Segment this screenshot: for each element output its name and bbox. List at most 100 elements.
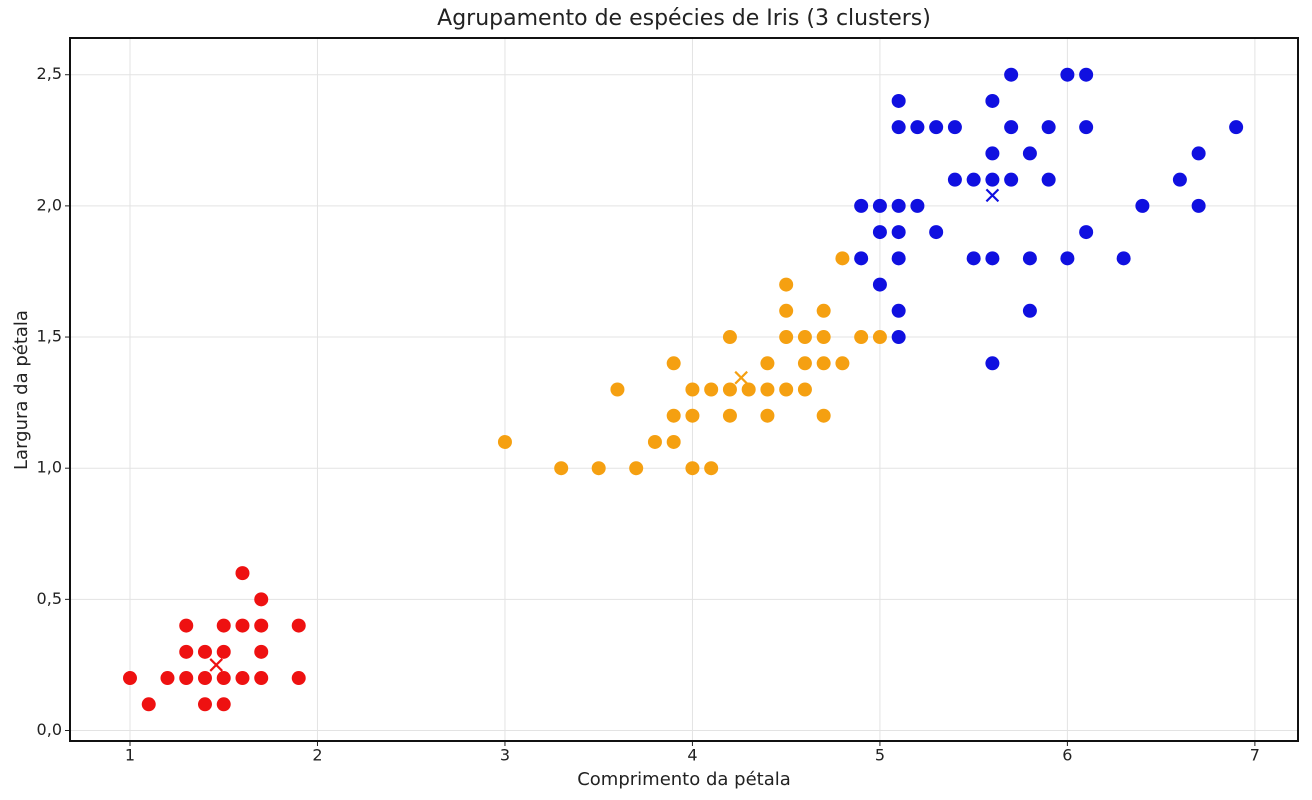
point — [722, 408, 737, 423]
y-tick-label: 2,0 — [37, 195, 62, 214]
point — [1022, 146, 1037, 161]
point — [779, 277, 794, 292]
point — [1041, 172, 1056, 187]
point — [685, 408, 700, 423]
point — [629, 461, 644, 476]
point — [1191, 146, 1206, 161]
point — [947, 172, 962, 187]
point — [741, 382, 756, 397]
y-tick-label: 0,0 — [37, 720, 62, 739]
point — [216, 697, 231, 712]
point — [872, 225, 887, 240]
point — [891, 251, 906, 266]
point — [797, 382, 812, 397]
point — [197, 644, 212, 659]
point — [647, 434, 662, 449]
x-tick-label: 3 — [500, 746, 510, 765]
point — [160, 671, 175, 686]
chart-title: Agrupamento de espécies de Iris (3 clust… — [437, 6, 931, 31]
point — [891, 198, 906, 213]
point — [1022, 303, 1037, 318]
point — [254, 592, 269, 607]
point — [1229, 120, 1244, 135]
point — [854, 251, 869, 266]
point — [891, 303, 906, 318]
point — [235, 618, 250, 633]
point — [910, 120, 925, 135]
point — [797, 356, 812, 371]
point — [666, 434, 681, 449]
point — [1079, 225, 1094, 240]
point — [891, 120, 906, 135]
x-tick-label: 5 — [875, 746, 885, 765]
point — [1004, 172, 1019, 187]
x-tick-label: 7 — [1250, 746, 1260, 765]
point — [779, 303, 794, 318]
point — [816, 330, 831, 345]
point — [872, 277, 887, 292]
y-tick-label: 1,5 — [37, 327, 62, 346]
point — [254, 618, 269, 633]
point — [816, 356, 831, 371]
point — [779, 382, 794, 397]
point — [1060, 251, 1075, 266]
centroid — [985, 188, 1000, 203]
point — [985, 93, 1000, 108]
point — [891, 93, 906, 108]
point — [666, 408, 681, 423]
point — [872, 198, 887, 213]
point — [666, 356, 681, 371]
point — [141, 697, 156, 712]
point — [760, 356, 775, 371]
point — [197, 697, 212, 712]
point — [1172, 172, 1187, 187]
point — [1022, 251, 1037, 266]
point — [947, 120, 962, 135]
point — [797, 330, 812, 345]
point — [835, 251, 850, 266]
point — [816, 303, 831, 318]
point — [254, 671, 269, 686]
point — [291, 618, 306, 633]
point — [722, 330, 737, 345]
point — [685, 461, 700, 476]
point — [254, 644, 269, 659]
point — [1004, 67, 1019, 82]
point — [291, 671, 306, 686]
point — [1079, 67, 1094, 82]
point — [854, 330, 869, 345]
y-axis-label: Largura da pétala — [11, 310, 32, 470]
point — [704, 461, 719, 476]
point — [910, 198, 925, 213]
point — [779, 330, 794, 345]
point — [1116, 251, 1131, 266]
point — [760, 382, 775, 397]
point — [985, 146, 1000, 161]
point — [497, 434, 512, 449]
point — [216, 671, 231, 686]
point — [929, 225, 944, 240]
point — [891, 225, 906, 240]
x-tick-label: 2 — [312, 746, 322, 765]
point — [179, 671, 194, 686]
point — [835, 356, 850, 371]
point — [685, 382, 700, 397]
point — [610, 382, 625, 397]
x-tick-label: 4 — [687, 746, 697, 765]
point — [704, 382, 719, 397]
point — [235, 671, 250, 686]
point — [966, 172, 981, 187]
point — [1079, 120, 1094, 135]
point — [929, 120, 944, 135]
point — [179, 618, 194, 633]
point — [122, 671, 137, 686]
point — [1004, 120, 1019, 135]
point — [985, 356, 1000, 371]
x-tick-label: 6 — [1062, 746, 1072, 765]
point — [554, 461, 569, 476]
point — [1060, 67, 1075, 82]
y-tick-label: 2,5 — [37, 64, 62, 83]
y-tick-label: 1,0 — [37, 458, 62, 477]
x-axis-label: Comprimento da pétala — [577, 769, 791, 790]
